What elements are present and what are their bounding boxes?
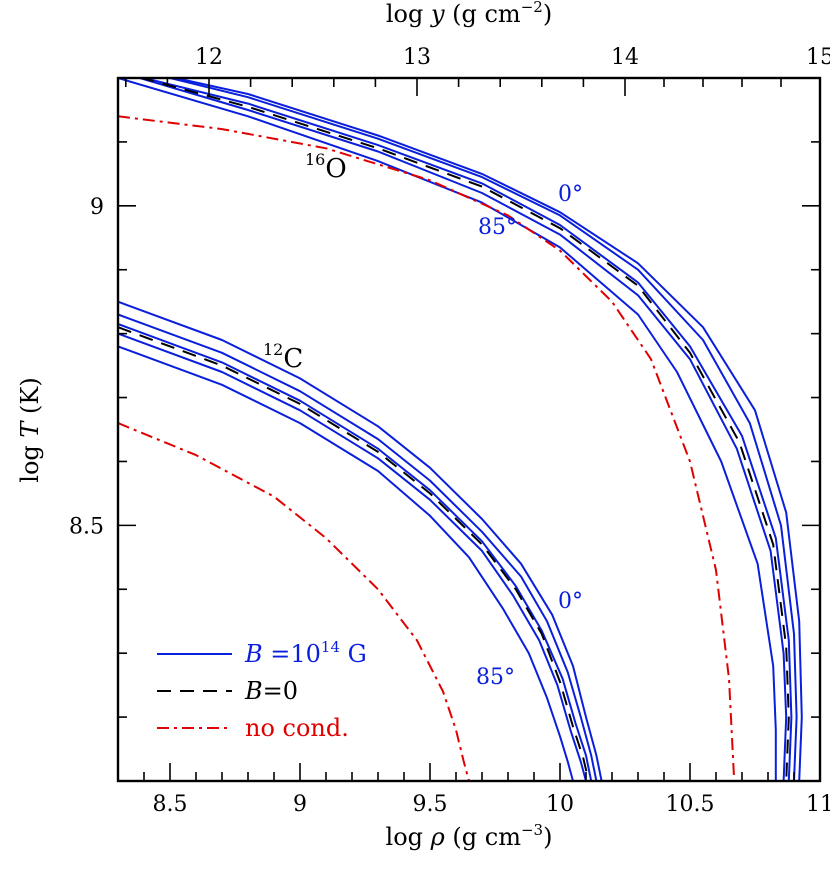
annotation-c-angle-top: 0° — [558, 589, 583, 614]
annotation-o-angle-top: 0° — [558, 182, 583, 207]
legend: B =1014 G B=0 no cond. — [157, 638, 367, 742]
x-tick-label: 10.5 — [666, 792, 715, 817]
top-tick-label: 14 — [611, 45, 639, 70]
series-line-o16-solid-2 — [139, 78, 793, 781]
y-tick-label: 8.5 — [69, 514, 104, 539]
tick-layer: 8.5 9 9.5 10 10.5 11 12 13 14 15 8.5 9 — [69, 45, 830, 817]
series-line-c12-solid-9 — [118, 323, 593, 781]
series-line-c12-dashdot-13 — [118, 422, 470, 781]
series-line-o16-dashdot-6 — [118, 115, 736, 781]
x-tick-label: 9 — [293, 792, 307, 817]
legend-label-magnetic: B =1014 G — [244, 638, 367, 668]
top-tick-label: 13 — [403, 45, 431, 70]
series-line-o16-solid-3 — [136, 78, 788, 781]
annotation-o-angle-bottom: 85° — [478, 215, 517, 240]
series-line-o16-solid-4 — [118, 78, 777, 781]
x-tick-label: 8.5 — [153, 792, 188, 817]
x-tick-label: 11 — [806, 792, 830, 817]
series-line-c12-solid-7 — [118, 300, 603, 781]
series-line-c12-solid-11 — [118, 345, 574, 781]
series-line-c12-dashed-12 — [118, 326, 590, 781]
top-tick-label: 12 — [195, 45, 223, 70]
plot-frame — [116, 76, 822, 783]
y-axis-label: log T (K) — [16, 377, 44, 482]
legend-label-no-cond: no cond. — [245, 714, 349, 742]
x-axis-label: log ρ (g cm−3) — [386, 821, 553, 851]
annotation-o16: 16O — [305, 150, 347, 184]
annotation-c12: 12C — [263, 340, 303, 374]
x-tick-label: 9.5 — [413, 792, 448, 817]
legend-label-zero-field: B=0 — [244, 677, 298, 705]
x-tick-label: 10 — [546, 792, 574, 817]
top-tick-label: 15 — [806, 45, 830, 70]
annotation-c-angle-bottom: 85° — [476, 665, 515, 690]
series-layer — [118, 78, 803, 781]
series-line-o16-solid-1 — [165, 78, 798, 781]
series-line-o16-solid-0 — [171, 78, 803, 781]
series-line-o16-dashed-5 — [137, 78, 790, 781]
series-line-c12-solid-10 — [118, 332, 587, 781]
top-axis-label: log y (g cm−2) — [386, 0, 552, 28]
series-line-c12-solid-8 — [118, 313, 598, 781]
y-tick-label: 9 — [90, 195, 104, 220]
